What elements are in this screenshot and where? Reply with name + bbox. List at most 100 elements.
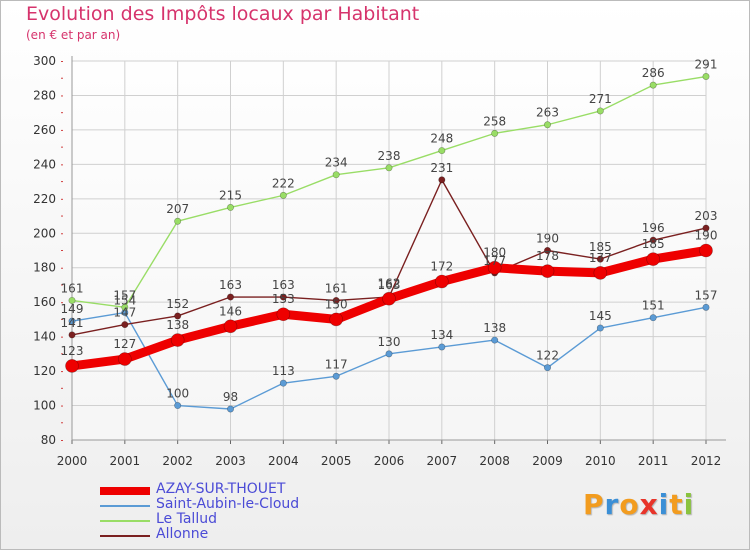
data-point — [329, 312, 343, 327]
brand-letter: o — [619, 488, 640, 521]
data-point — [279, 191, 287, 199]
x-tick-label: 2010 — [585, 454, 616, 468]
data-label: 141 — [61, 316, 84, 330]
data-point — [593, 266, 608, 280]
legend-swatch — [100, 505, 150, 507]
data-point — [649, 236, 657, 244]
data-point — [68, 331, 76, 339]
data-label: 271 — [589, 92, 612, 106]
x-tick-label: 2009 — [532, 454, 563, 468]
brand-letter: i — [658, 488, 670, 521]
data-label: 113 — [272, 364, 295, 378]
data-point — [332, 296, 340, 304]
y-tick-label: 300 — [33, 54, 56, 68]
data-label: 146 — [219, 304, 242, 318]
data-label: 127 — [113, 337, 136, 351]
data-point — [174, 217, 182, 225]
data-point — [491, 129, 499, 137]
data-point — [332, 372, 340, 380]
data-label: 157 — [695, 288, 718, 302]
data-label: 231 — [430, 161, 453, 175]
x-tick-label: 2001 — [110, 454, 141, 468]
data-point — [65, 359, 79, 373]
data-label: 151 — [642, 299, 665, 313]
data-point — [702, 73, 710, 81]
data-point — [543, 364, 551, 372]
data-point — [543, 121, 551, 129]
data-point — [385, 350, 393, 358]
data-label: 196 — [642, 221, 665, 235]
data-label: 238 — [378, 149, 401, 163]
data-label: 291 — [695, 58, 718, 72]
data-point — [227, 203, 235, 211]
y-tick-label: 240 — [33, 157, 56, 171]
y-tick-label: 260 — [33, 123, 56, 137]
data-labels: 149 154 100 98 113 117 130 134 138 122 145 151 157 16… — [61, 58, 718, 404]
y-tick-label: 200 — [33, 226, 56, 240]
x-tick-label: 2011 — [638, 454, 669, 468]
data-label: 258 — [483, 114, 506, 128]
data-point — [646, 252, 660, 266]
data-label: 163 — [378, 278, 401, 292]
data-point — [279, 379, 287, 387]
brand-letter: i — [683, 488, 695, 521]
y-tick-label: 280 — [33, 88, 56, 102]
data-label: 190 — [536, 232, 559, 246]
data-label: 163 — [272, 278, 295, 292]
legend-label: Allonne — [156, 526, 209, 542]
legend-label: Le Tallud — [156, 511, 217, 527]
data-label: 222 — [272, 176, 295, 190]
data-label: 122 — [536, 349, 559, 363]
x-tick-label: 2003 — [215, 454, 246, 468]
data-point — [170, 333, 185, 347]
data-point — [435, 274, 449, 289]
data-label: 153 — [272, 292, 295, 306]
data-label: 98 — [223, 390, 238, 404]
data-point — [174, 312, 182, 320]
data-label: 123 — [61, 344, 84, 358]
data-point — [702, 224, 710, 232]
y-tick-label: 80 — [41, 433, 56, 447]
data-point — [596, 324, 604, 332]
chart-title: Evolution des Impôts locaux par Habitant — [26, 3, 420, 25]
axes: 80 100 120 140 160 180 200 220 240 260 280 300 2000 2… — [33, 54, 726, 468]
data-label: 185 — [589, 240, 612, 254]
x-tick-label: 2008 — [479, 454, 510, 468]
brand-letter: r — [604, 488, 620, 521]
brand-logo: Proxiti — [583, 488, 694, 521]
data-label: 154 — [113, 294, 136, 308]
data-label: 100 — [166, 387, 189, 401]
data-point — [649, 314, 657, 322]
y-tick-label: 220 — [33, 192, 56, 206]
data-point — [121, 321, 129, 329]
data-label: 286 — [642, 66, 665, 80]
data-point — [382, 291, 396, 306]
data-label: 161 — [325, 281, 348, 295]
line-chart: 80 100 120 140 160 180 200 220 240 260 280 300 2000 2… — [33, 54, 726, 468]
data-label: 130 — [378, 335, 401, 349]
x-tick-label: 2000 — [57, 454, 88, 468]
data-label: 207 — [166, 202, 189, 216]
data-label: 138 — [166, 318, 189, 332]
y-tick-label: 120 — [33, 364, 56, 378]
data-point — [174, 402, 182, 410]
data-point — [68, 296, 76, 304]
data-label: 203 — [695, 209, 718, 223]
brand-letter: P — [583, 488, 605, 521]
data-label: 138 — [483, 321, 506, 335]
series-lines — [65, 73, 713, 413]
y-tick-label: 100 — [33, 399, 56, 413]
x-tick-label: 2012 — [691, 454, 722, 468]
brand-letter: t — [669, 488, 684, 521]
y-tick-label: 180 — [33, 261, 56, 275]
x-tick-label: 2004 — [268, 454, 299, 468]
data-point — [540, 264, 555, 278]
data-point — [702, 303, 710, 311]
data-point — [223, 319, 238, 334]
x-tick-label: 2007 — [427, 454, 458, 468]
data-label: 145 — [589, 309, 612, 323]
data-point — [121, 303, 129, 311]
data-point — [438, 147, 446, 155]
data-label: 162 — [378, 277, 401, 291]
data-point — [649, 81, 657, 89]
